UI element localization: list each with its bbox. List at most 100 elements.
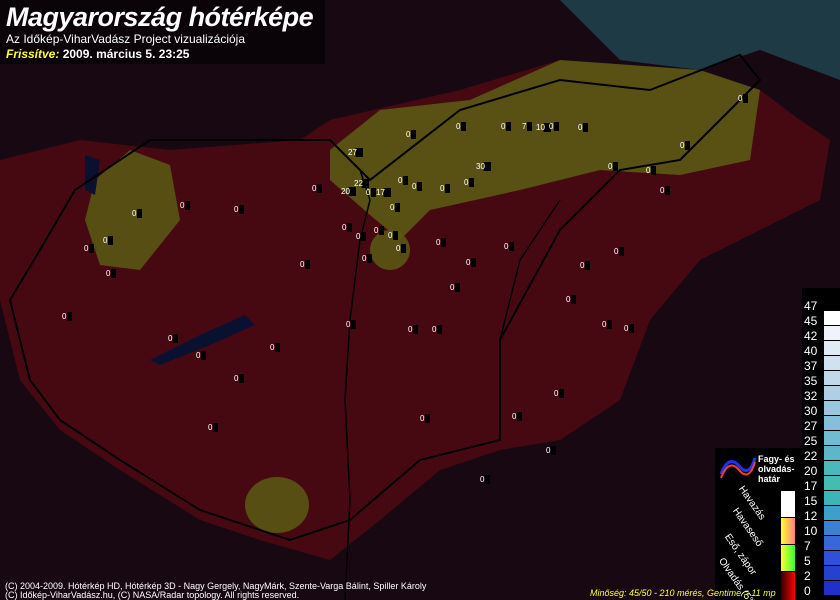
scale-swatch [824, 325, 840, 340]
scale-tick: 27 [804, 419, 818, 433]
station-label: 0 [103, 236, 114, 245]
station-label: 0 [480, 475, 491, 484]
station-label: 0 [106, 269, 117, 278]
melt-swatch [781, 572, 795, 600]
station-label: 20 [341, 187, 356, 196]
station-label: 0 [566, 295, 577, 304]
scale-swatch [824, 340, 840, 355]
station-label: 30 [476, 162, 491, 171]
station-label: 0 [624, 324, 635, 333]
mountain-terrain [230, 0, 840, 80]
station-label: 0 [512, 412, 523, 421]
station-label: 0 [436, 238, 447, 247]
country-border [8, 53, 762, 542]
station-label: 0 [738, 94, 749, 103]
scale-swatch [824, 550, 840, 565]
tisza-river [499, 199, 561, 430]
station-label: 0 [234, 374, 245, 383]
station-label: 0 [549, 122, 560, 131]
scale-tick: 17 [804, 479, 818, 493]
station-label: 0 [362, 254, 373, 263]
header-panel: Magyarország hótérképe Az Időkép-ViharVa… [0, 0, 325, 64]
station-label: 0 [180, 201, 191, 210]
updated-label: Frissítve: [6, 47, 60, 61]
scale-swatch [824, 415, 840, 430]
scale-tick: 10 [804, 524, 818, 538]
boundary-line-icon [719, 457, 757, 479]
scale-tick: 25 [804, 434, 818, 448]
station-label: 0 [580, 261, 591, 270]
scale-tick: 30 [804, 404, 818, 418]
scale-tick: 20 [804, 464, 818, 478]
station-label: 0 [614, 247, 625, 256]
station-label: 0 [466, 258, 477, 267]
station-label: 0 [412, 182, 423, 191]
station-label: 0 [270, 343, 281, 352]
station-label: 0 [408, 325, 419, 334]
station-label: 7 [522, 122, 533, 131]
station-label: 0 [84, 244, 95, 253]
precip-legend: Fagy- és olvadás-határ Havazás Havaseső … [715, 448, 802, 600]
scale-tick: 22 [804, 449, 818, 463]
station-label: 0 [374, 226, 385, 235]
scale-tick: 45 [804, 314, 818, 328]
scale-tick: 40 [804, 344, 818, 358]
scale-swatch [824, 445, 840, 460]
station-label: 0 [196, 351, 207, 360]
scale-swatch [824, 535, 840, 550]
station-label: 27 [348, 148, 363, 157]
subtitle: Az Időkép-ViharVadász Project vizualizác… [6, 32, 246, 46]
copyright-line-2: (C) Időkép-ViharVadász.hu, (C) NASA/Rada… [5, 590, 300, 600]
station-label: 0 [608, 162, 619, 171]
station-label: 0 [406, 130, 417, 139]
scale-swatch [824, 475, 840, 490]
scale-tick: 32 [804, 389, 818, 403]
station-label: 0 [646, 166, 657, 175]
boundary-label: Fagy- és olvadás-határ [758, 454, 795, 484]
scale-swatch [824, 505, 840, 520]
page-title: Magyarország hótérképe [6, 2, 314, 32]
station-label: 0 [398, 176, 409, 185]
station-label: 0 [356, 232, 367, 241]
station-label: 0 [456, 122, 467, 131]
scale-tick: 47 [804, 299, 818, 313]
station-label: 0 [300, 260, 311, 269]
scale-tick: 7 [804, 539, 811, 553]
scale-tick: 0 [804, 584, 811, 598]
station-label: 0 [554, 389, 565, 398]
station-label: 0 [450, 283, 461, 292]
station-label: 0 [602, 320, 613, 329]
scale-tick: 35 [804, 374, 818, 388]
station-label: 0 [366, 188, 377, 197]
scale-swatch [824, 385, 840, 400]
station-label: 0 [208, 423, 219, 432]
station-label: 0 [62, 312, 73, 321]
station-label: 0 [440, 184, 451, 193]
scale-swatch [824, 370, 840, 385]
copyright-line-1: (C) 2004-2009. Hótérkép HD, Hótérkép 3D … [5, 581, 427, 591]
station-label: 0 [546, 446, 557, 455]
station-label: 0 [342, 223, 353, 232]
station-label: 0 [680, 141, 691, 150]
station-label: 0 [432, 325, 443, 334]
station-label: 0 [390, 203, 401, 212]
station-label: 22 [354, 179, 369, 188]
scale-swatch [824, 565, 840, 580]
scale-tick: 15 [804, 494, 818, 508]
scale-tick: 2 [804, 569, 811, 583]
copyright: (C) 2004-2009. Hótérkép HD, Hótérkép 3D … [5, 582, 426, 600]
scale-swatch [824, 430, 840, 445]
snow-depth-scale: 47 45 42 40 37 35 32 30 27 25 22 20 17 15 12 10 7 5 2 0 [802, 288, 840, 600]
station-label: 0 [312, 184, 323, 193]
updated-value: 2009. március 5. 23:25 [62, 47, 190, 61]
station-label: 0 [132, 209, 143, 218]
station-label: 0 [396, 244, 407, 253]
scale-swatch [824, 490, 840, 505]
scale-tick: 37 [804, 359, 818, 373]
station-label: 0 [168, 334, 179, 343]
station-label: 0 [578, 123, 589, 132]
station-label: 0 [420, 414, 431, 423]
station-label: 0 [464, 178, 475, 187]
